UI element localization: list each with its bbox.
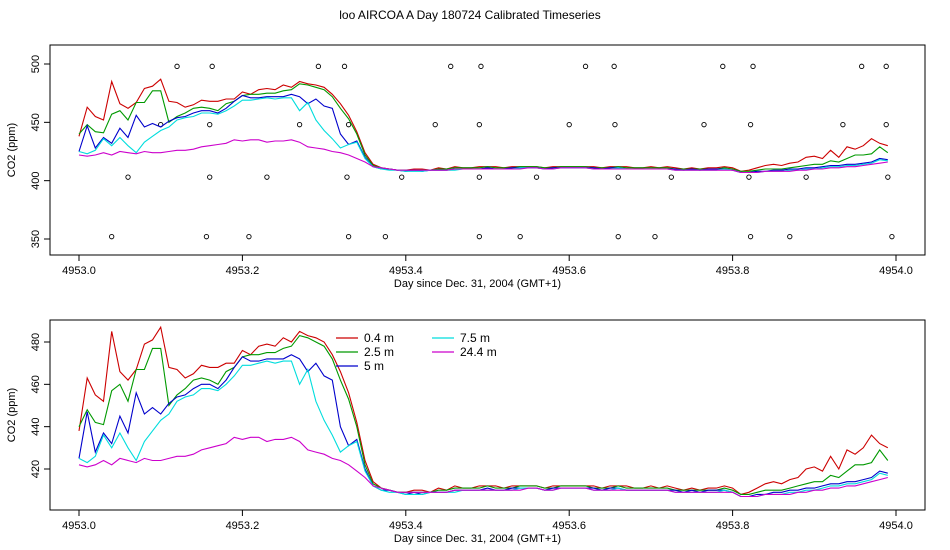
scatter-point (125, 174, 131, 180)
scatter-point (701, 122, 707, 128)
scatter-point (476, 174, 482, 180)
x-tick-label: 4953.6 (552, 265, 586, 277)
scatter-point (315, 63, 322, 69)
x-tick-label: 4953.4 (389, 265, 423, 277)
x-tick-label: 4953.8 (716, 520, 750, 532)
scatter-point (747, 234, 754, 240)
scatter-point (803, 174, 809, 180)
scatter-point (476, 122, 482, 128)
y-tick-label: 480 (30, 333, 42, 351)
scatter-point (478, 63, 484, 69)
series-lines (78, 78, 889, 174)
series-line-0-4-m (78, 78, 888, 172)
scatter-point (746, 174, 752, 180)
scatter-point (476, 234, 482, 240)
y-tick-label: 420 (30, 460, 42, 478)
legend-label: 2.5 m (364, 345, 394, 359)
x-tick-label: 4954.0 (879, 520, 913, 532)
scatter-point (174, 63, 180, 69)
series-line-5-m (78, 354, 888, 498)
panel-top: 4953.0 4953.2 4953.4 4953.6 4953.8 4954.0 350 4… (6, 44, 926, 290)
series-line-7-5-m (78, 97, 888, 174)
x-tick-label: 4953.2 (226, 520, 260, 532)
scatter-point (582, 63, 589, 69)
scatter-point (611, 63, 617, 69)
x-tick-label: 4953.0 (62, 265, 96, 277)
scatter-point (207, 122, 213, 128)
scatter-point (859, 63, 865, 69)
scatter-point (885, 174, 891, 180)
series-line-5-m (78, 93, 888, 174)
scatter-point (517, 234, 523, 240)
legend-label: 7.5 m (460, 331, 490, 345)
scatter-point (883, 63, 889, 69)
scatter-point (883, 122, 889, 128)
scatter-point (399, 174, 405, 180)
series-lines (78, 325, 889, 498)
legend-label: 24.4 m (460, 345, 497, 359)
x-tick-label: 4953.2 (226, 265, 260, 277)
plot-frame (49, 319, 926, 511)
scatter-point (296, 122, 303, 128)
scatter-point (382, 234, 389, 240)
series-line-2-5-m (78, 334, 889, 495)
y-tick-label: 400 (30, 171, 42, 189)
series-line-24-4-m (78, 139, 888, 174)
scatter-point (652, 234, 658, 240)
scatter-point (448, 63, 454, 69)
series-line-2-5-m (78, 83, 889, 172)
scatter-point (840, 122, 846, 128)
y-tick-label: 450 (30, 113, 42, 131)
series-line-24-4-m (78, 436, 888, 498)
y-axis-label: CO2 (ppm) (6, 123, 18, 177)
scatter-point (615, 174, 621, 180)
scatter-point (889, 234, 895, 240)
y-tick-label: 350 (30, 230, 42, 248)
scatter-point (203, 234, 210, 240)
y-tick-label: 460 (30, 375, 42, 393)
scatter-point (207, 174, 213, 180)
panel-bottom: 4953.0 4953.2 4953.4 4953.6 4953.8 4954.0 420 4… (6, 319, 926, 545)
series-line-7-5-m (78, 360, 888, 498)
scatter-point (264, 174, 270, 180)
scatter-point (787, 234, 793, 240)
x-axis-label: Day since Dec. 31, 2004 (GMT+1) (394, 533, 561, 545)
scatter-point (747, 122, 754, 128)
x-axis-label: Day since Dec. 31, 2004 (GMT+1) (394, 278, 561, 290)
x-tick-label: 4953.8 (716, 265, 750, 277)
x-tick-label: 4953.6 (552, 520, 586, 532)
legend-label: 5 m (364, 359, 384, 373)
scatter-point (109, 234, 115, 240)
scatter-point (720, 63, 726, 69)
y-tick-label: 440 (30, 417, 42, 435)
scatter-point (615, 234, 621, 240)
series-line-0-4-m (78, 325, 889, 495)
legend-label: 0.4 m (364, 331, 394, 345)
x-tick-label: 4953.0 (62, 520, 96, 532)
scatter-point (209, 63, 215, 69)
y-axis-label: CO2 (ppm) (6, 388, 18, 442)
scatter-point (750, 63, 756, 69)
y-tick-label: 500 (30, 55, 42, 73)
x-tick-label: 4953.4 (389, 520, 423, 532)
scatter-point (246, 234, 252, 240)
scatter-point (345, 234, 352, 240)
scatter-point (566, 122, 572, 128)
figure-title: loo AIRCOA A Day 180724 Calibrated Times… (339, 8, 600, 22)
scatter-point (341, 63, 348, 69)
scatter-point (668, 174, 674, 180)
legend: 0.4 m2.5 m5 m 7.5 m24.4 m (336, 331, 497, 373)
scatter-point (345, 122, 352, 128)
calibration-points (109, 63, 895, 240)
x-tick-label: 4954.0 (879, 265, 913, 277)
plot-frame (49, 44, 926, 256)
scatter-point (344, 174, 350, 180)
scatter-point (432, 122, 438, 128)
scatter-point (533, 174, 540, 180)
scatter-point (612, 122, 618, 128)
